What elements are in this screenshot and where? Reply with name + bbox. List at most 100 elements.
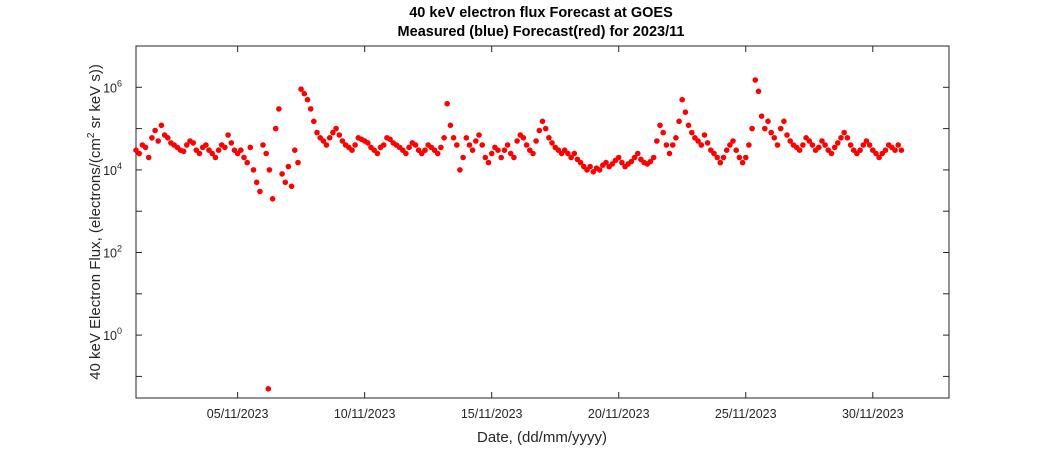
x-tick-label: 20/11/2023 [588,407,650,421]
y-tick-label: 106 [103,78,122,95]
forecast-point [882,147,889,153]
forecast-point [514,138,520,144]
forecast-point [265,386,272,392]
forecast-point [542,125,549,132]
forecast-point [860,142,867,148]
forecast-point [806,138,813,144]
forecast-point [628,158,635,165]
x-tick-label: 10/11/2023 [334,407,396,421]
forecast-point [298,86,304,92]
forecast-point [215,147,222,153]
y-tick-exponent: 2 [117,244,122,254]
y-tick-label: 102 [103,244,122,261]
forecast-point [339,138,346,144]
forecast-point [495,147,501,153]
forecast-point [152,127,158,134]
forecast-point [488,150,495,157]
forecast-point [771,135,778,141]
forecast-point [326,135,333,141]
forecast-point [631,154,638,161]
forecast-point [244,159,250,166]
forecast-point [149,135,155,141]
forecast-point [412,142,419,148]
y-tick-base: 10 [103,164,117,178]
forecast-point [714,154,720,161]
forecast-point [460,154,466,161]
y-axis-label-main: 40 keV Electron Flux, (electrons/(cm [87,138,104,380]
forecast-point [743,154,749,161]
forecast-point [365,140,371,146]
forecast-point [330,129,336,136]
forecast-point [301,90,308,97]
forecast-point [863,138,870,144]
forecast-point [549,140,555,146]
forecast-point [711,150,717,157]
forecast-point [673,135,679,141]
forecast-point [469,147,476,153]
forecast-point [669,142,676,148]
forecast-point [895,142,901,148]
forecast-point [565,150,571,157]
forecast-point [260,142,266,148]
forecast-point [898,147,905,153]
forecast-point [374,150,381,157]
forecast-point [241,154,247,161]
forecast-point [809,142,816,148]
forecast-point [739,159,746,166]
forecast-point [571,150,578,157]
forecast-point [441,135,447,141]
forecast-point [615,154,622,161]
forecast-point [272,125,279,132]
forecast-point [209,150,215,157]
forecast-point [422,147,428,153]
y-tick-label: 100 [103,326,122,343]
forecast-point [777,125,784,132]
forecast-point [530,150,536,157]
forecast-point [796,147,803,153]
forecast-point [762,125,768,132]
forecast-point [873,150,879,157]
forecast-point [685,122,692,129]
y-axis-ticks: 100 102 104 106 [103,45,949,377]
forecast-point [800,142,806,148]
forecast-point [539,118,546,125]
forecast-point [857,147,863,153]
y-axis-label-superscript: 2 [86,132,97,138]
plot-area [135,45,950,399]
forecast-point [723,147,730,153]
forecast-point [184,142,190,148]
forecast-point [485,159,492,166]
forecast-point [282,179,289,186]
forecast-point [647,158,654,165]
forecast-point [444,100,451,107]
forecast-point [698,142,705,148]
forecast-point [257,188,263,195]
forecast-point [476,132,482,138]
forecast-point [568,154,574,161]
forecast-point [225,132,231,138]
forecast-point [831,144,838,151]
forecast-point [349,147,355,153]
forecast-point [533,138,539,144]
forecast-point [765,118,771,125]
forecast-point [276,106,282,112]
x-tick-label: 30/11/2023 [842,407,904,421]
x-tick-label: 25/11/2023 [715,407,777,421]
forecast-point [238,147,244,153]
forecast-point [695,138,701,144]
forecast-point [733,147,739,153]
forecast-point [866,142,873,148]
forecast-point [292,147,298,153]
forecast-point [590,169,597,175]
chart-subtitle: Measured (blue) Forecast(red) for 2023/1… [398,24,685,40]
forecast-point [704,140,711,146]
forecast-point [247,144,254,151]
forecast-point [689,129,695,136]
forecast-point [222,144,228,151]
forecast-point [587,163,593,170]
forecast-point [835,140,841,146]
forecast-point [323,142,330,148]
y-tick-exponent: 4 [117,161,122,171]
forecast-point [136,150,142,157]
forecast-point [457,167,463,173]
